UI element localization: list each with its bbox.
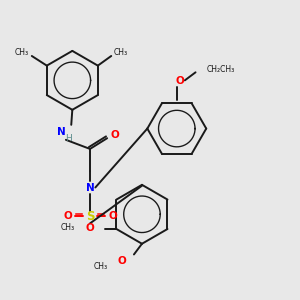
Text: CH₃: CH₃ [113, 48, 128, 57]
Text: O: O [118, 256, 127, 266]
Text: H: H [65, 134, 72, 143]
Text: S: S [86, 211, 94, 224]
Text: N: N [57, 127, 66, 137]
Text: CH₂CH₃: CH₂CH₃ [206, 64, 235, 74]
Text: O: O [85, 223, 94, 233]
Text: O: O [110, 130, 119, 140]
Text: CH₃: CH₃ [15, 48, 29, 57]
Text: CH₃: CH₃ [61, 224, 75, 232]
Text: O: O [176, 76, 184, 86]
Text: O: O [63, 212, 72, 221]
Text: CH₃: CH₃ [94, 262, 108, 271]
Text: N: N [85, 182, 94, 193]
Text: O: O [108, 212, 117, 221]
